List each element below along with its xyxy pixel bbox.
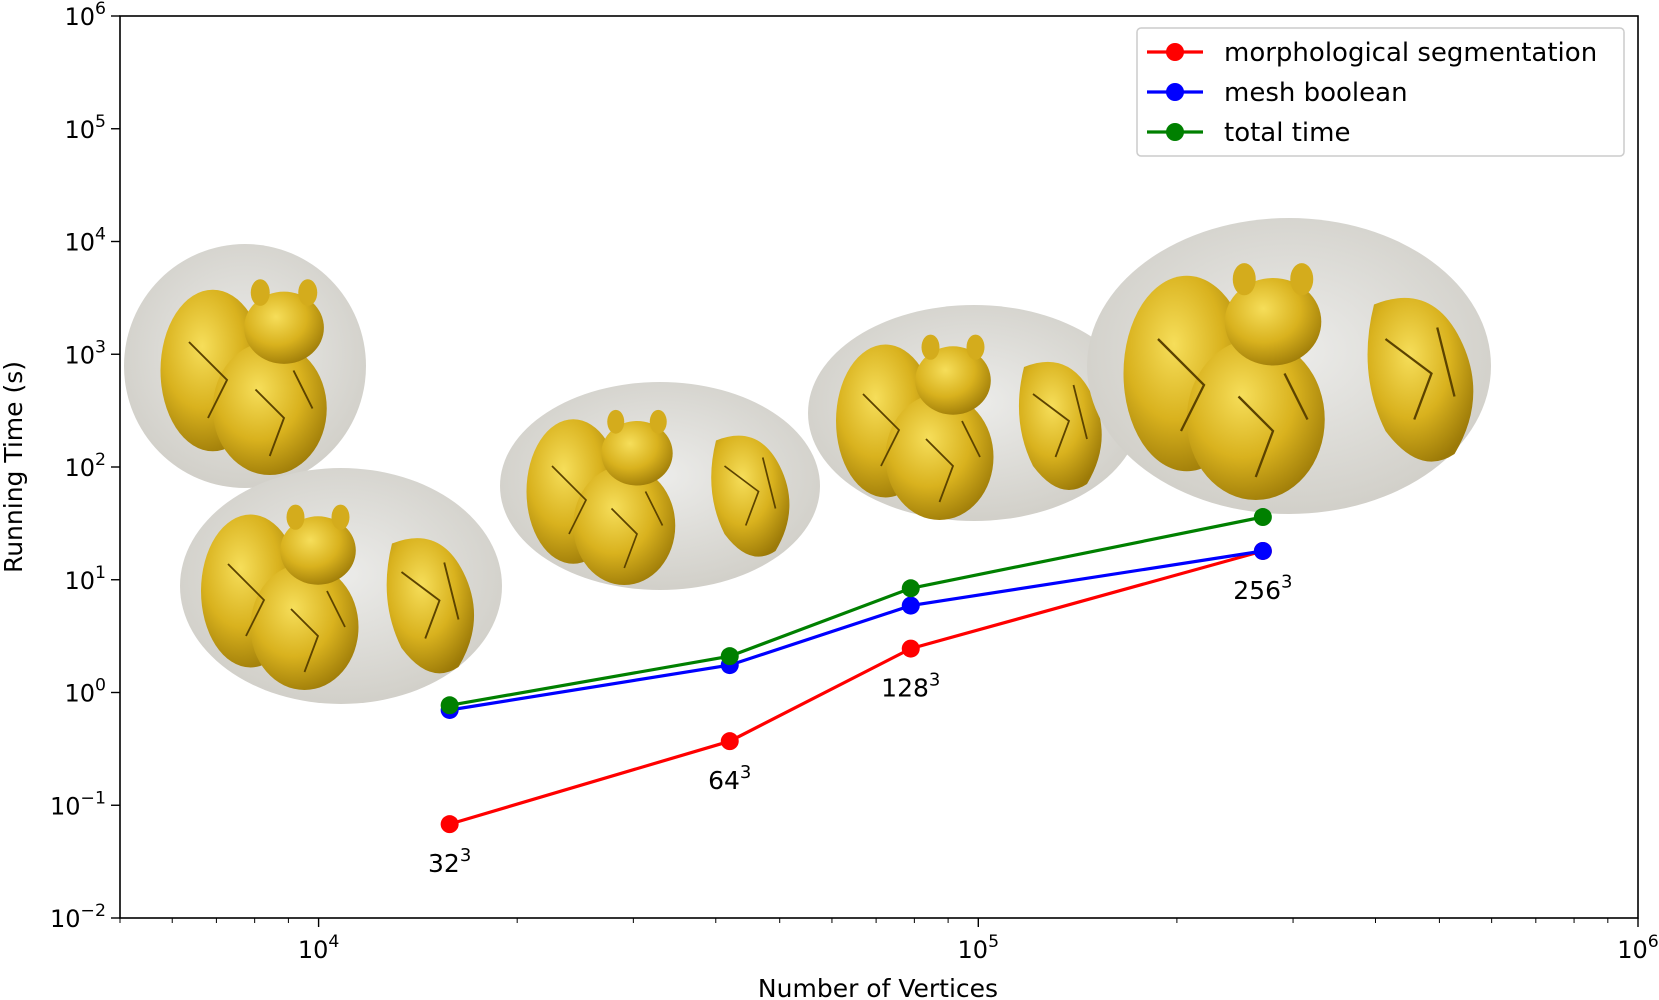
series-line bbox=[449, 549, 1264, 826]
y-tick-label: 102 bbox=[64, 450, 106, 482]
fragment-cracks bbox=[1032, 384, 1088, 458]
squirrel-render-1 bbox=[124, 244, 366, 488]
y-tick-label: 106 bbox=[64, 0, 106, 31]
data-point bbox=[1253, 541, 1272, 560]
y-axis-label: Running Time (s) bbox=[0, 361, 28, 573]
y-tick-label: 103 bbox=[64, 337, 106, 369]
squirrel-illustrations bbox=[124, 218, 1491, 704]
squirrel-ear bbox=[298, 279, 318, 306]
y-tick-label: 105 bbox=[64, 112, 106, 144]
squirrel-ear bbox=[649, 409, 667, 434]
legend-box bbox=[1136, 27, 1625, 157]
resolution-label: 323 bbox=[428, 845, 471, 878]
squirrel-cracks bbox=[551, 465, 664, 569]
resolution-label: 1283 bbox=[881, 669, 940, 702]
squirrel-body bbox=[1186, 339, 1325, 500]
point-labels: 323 643 1283 2563 bbox=[428, 572, 1292, 878]
squirrel-ear bbox=[250, 279, 270, 306]
squirrel-head bbox=[915, 346, 991, 415]
series-total-time bbox=[440, 508, 1272, 715]
fragment-cracks bbox=[1384, 327, 1456, 420]
series-layer bbox=[440, 508, 1272, 834]
squirrel-ear bbox=[331, 504, 350, 530]
squirrel-fragments bbox=[1367, 297, 1474, 462]
squirrel-cracks bbox=[188, 341, 314, 457]
y-tick-label: 100 bbox=[64, 676, 106, 708]
data-point bbox=[440, 696, 459, 715]
y-tick-label: 10−1 bbox=[50, 788, 106, 820]
squirrel-head bbox=[601, 420, 673, 486]
squirrel-body bbox=[212, 342, 327, 475]
squirrel-fragments bbox=[1018, 361, 1102, 490]
squirrel-render-3 bbox=[500, 382, 820, 590]
legend-marker bbox=[1166, 83, 1184, 101]
x-tick-label: 106 bbox=[1617, 932, 1659, 964]
squirrel-ear bbox=[286, 504, 305, 530]
squirrel-body bbox=[885, 394, 994, 520]
squirrel-body bbox=[573, 466, 676, 585]
squirrel-body bbox=[250, 564, 359, 690]
legend-item: total time bbox=[1147, 118, 1350, 148]
legend-marker bbox=[1166, 123, 1184, 141]
squirrel-cracks bbox=[1157, 338, 1309, 478]
x-tick-label: 104 bbox=[298, 932, 340, 964]
squirrel-render-2 bbox=[180, 468, 502, 704]
squirrel-ear bbox=[1232, 263, 1256, 296]
data-point bbox=[901, 596, 920, 615]
fragment-cracks bbox=[723, 457, 777, 526]
squirrel-ear bbox=[607, 409, 625, 434]
data-point bbox=[720, 647, 739, 666]
squirrel-head bbox=[1224, 278, 1322, 366]
series-morphological-segmentation bbox=[440, 541, 1272, 834]
squirrel-cracks bbox=[227, 563, 346, 673]
y-tick-label: 104 bbox=[64, 225, 106, 257]
legend: morphological segmentation mesh boolean to… bbox=[1136, 27, 1625, 157]
legend-label: morphological segmentation bbox=[1224, 38, 1597, 68]
legend-marker bbox=[1166, 43, 1184, 61]
squirrel-render-5 bbox=[1087, 218, 1491, 514]
legend-item: mesh boolean bbox=[1147, 78, 1408, 108]
y-tick-label: 101 bbox=[64, 563, 106, 595]
fragment-cracks bbox=[400, 562, 460, 639]
x-tick-label: 105 bbox=[958, 932, 1000, 964]
resolution-label: 643 bbox=[708, 762, 751, 795]
squirrel-render-4 bbox=[808, 305, 1140, 521]
data-point bbox=[440, 815, 459, 834]
legend-label: mesh boolean bbox=[1224, 78, 1408, 108]
legend-item: morphological segmentation bbox=[1147, 38, 1597, 68]
data-point bbox=[720, 732, 739, 751]
squirrel-cracks bbox=[862, 393, 981, 503]
squirrel-ear bbox=[1290, 263, 1314, 296]
resolution-label: 2563 bbox=[1233, 572, 1292, 605]
series-line bbox=[449, 549, 1264, 712]
squirrel-head bbox=[280, 516, 356, 585]
series-line bbox=[449, 515, 1264, 707]
data-point bbox=[901, 639, 920, 658]
squirrel-ear bbox=[921, 334, 940, 360]
y-tick-label: 10−2 bbox=[50, 901, 106, 933]
squirrel-fragments bbox=[386, 538, 475, 674]
data-point bbox=[901, 579, 920, 598]
data-point bbox=[1253, 508, 1272, 527]
squirrel-head bbox=[244, 291, 324, 364]
squirrel-ear bbox=[966, 334, 985, 360]
legend-label: total time bbox=[1224, 118, 1350, 148]
squirrel-fragments bbox=[711, 435, 790, 557]
x-axis-label: Number of Vertices bbox=[758, 974, 998, 1000]
